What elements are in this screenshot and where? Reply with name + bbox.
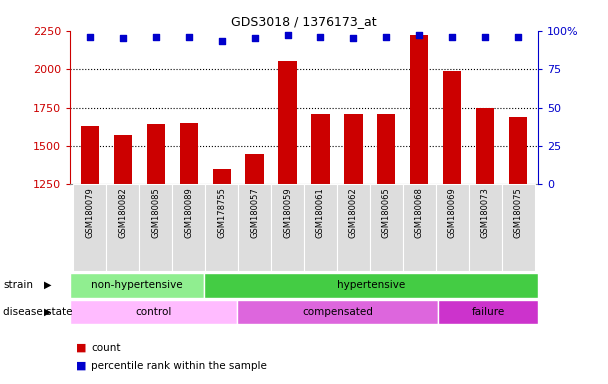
Point (118, 35, 128, 41)
Bar (476, 108, 494, 376)
Title: GDS3018 / 1376173_at: GDS3018 / 1376173_at (231, 15, 377, 28)
Bar (443, 71, 461, 376)
Text: GSM180059: GSM180059 (283, 187, 292, 238)
FancyBboxPatch shape (403, 184, 436, 271)
Point (184, 34, 193, 40)
Text: control: control (136, 307, 171, 317)
Text: GSM180085: GSM180085 (151, 187, 160, 238)
FancyBboxPatch shape (205, 184, 238, 271)
Text: GSM180073: GSM180073 (481, 187, 490, 238)
Text: GSM180082: GSM180082 (118, 187, 127, 238)
FancyBboxPatch shape (70, 300, 237, 324)
Text: non-hypertensive: non-hypertensive (91, 280, 182, 290)
FancyBboxPatch shape (204, 273, 538, 298)
Text: ■: ■ (76, 361, 86, 371)
Bar (114, 135, 132, 376)
Text: GSM180062: GSM180062 (349, 187, 358, 238)
Point (415, 32, 424, 38)
FancyBboxPatch shape (337, 184, 370, 271)
Text: ▶: ▶ (44, 307, 52, 317)
FancyBboxPatch shape (73, 184, 106, 271)
Text: GSM180061: GSM180061 (316, 187, 325, 238)
Text: ■: ■ (76, 343, 86, 353)
FancyBboxPatch shape (172, 184, 205, 271)
Text: GSM180079: GSM180079 (85, 187, 94, 238)
FancyBboxPatch shape (469, 184, 502, 271)
Text: compensated: compensated (302, 307, 373, 317)
Point (316, 34, 325, 40)
Text: GSM180068: GSM180068 (415, 187, 424, 238)
Bar (344, 114, 362, 376)
Bar (378, 114, 395, 376)
Bar (246, 154, 264, 376)
Point (85, 34, 95, 40)
FancyBboxPatch shape (271, 184, 304, 271)
FancyBboxPatch shape (139, 184, 172, 271)
Text: count: count (91, 343, 121, 353)
Text: GSM180065: GSM180065 (382, 187, 391, 238)
FancyBboxPatch shape (70, 273, 204, 298)
Point (250, 35, 260, 41)
Point (447, 34, 457, 40)
FancyBboxPatch shape (436, 184, 469, 271)
FancyBboxPatch shape (502, 184, 535, 271)
FancyBboxPatch shape (238, 184, 271, 271)
Bar (179, 123, 198, 376)
Point (480, 34, 490, 40)
FancyBboxPatch shape (304, 184, 337, 271)
Point (283, 32, 292, 38)
FancyBboxPatch shape (237, 300, 438, 324)
Text: failure: failure (471, 307, 505, 317)
Point (151, 34, 161, 40)
Point (348, 35, 358, 41)
Text: GSM180089: GSM180089 (184, 187, 193, 238)
Bar (81, 126, 98, 376)
Text: strain: strain (3, 280, 33, 290)
Point (513, 34, 523, 40)
Text: percentile rank within the sample: percentile rank within the sample (91, 361, 267, 371)
Text: GSM180075: GSM180075 (514, 187, 523, 238)
FancyBboxPatch shape (106, 184, 139, 271)
Bar (213, 169, 230, 376)
Text: hypertensive: hypertensive (337, 280, 405, 290)
Text: ▶: ▶ (44, 280, 52, 290)
Point (382, 34, 392, 40)
Bar (147, 124, 165, 376)
Text: GSM180057: GSM180057 (250, 187, 259, 238)
Text: GSM180069: GSM180069 (448, 187, 457, 238)
Bar (510, 117, 527, 376)
Bar (410, 35, 429, 376)
Text: disease state: disease state (3, 307, 72, 317)
Bar (311, 114, 330, 376)
Bar (278, 61, 297, 376)
FancyBboxPatch shape (438, 300, 538, 324)
Point (216, 38, 226, 45)
FancyBboxPatch shape (370, 184, 403, 271)
Text: GSM178755: GSM178755 (217, 187, 226, 238)
